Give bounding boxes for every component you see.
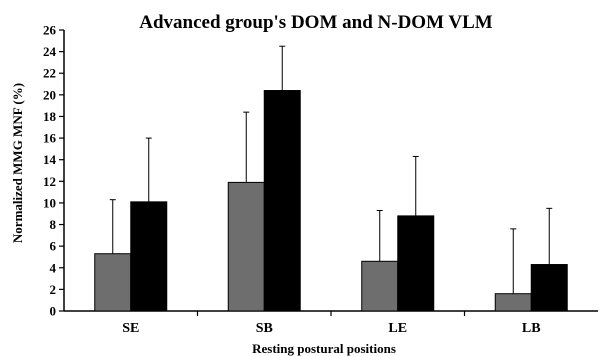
bar <box>397 215 435 312</box>
x-tick-label: LE <box>388 321 407 336</box>
y-tick-label: 6 <box>50 239 57 254</box>
bar <box>530 264 568 312</box>
y-tick-label: 22 <box>43 66 56 81</box>
y-tick-label: 4 <box>50 260 57 275</box>
bar <box>94 253 132 312</box>
y-tick-label: 12 <box>43 174 56 189</box>
y-tick-label: 0 <box>50 304 57 319</box>
y-tick-label: 18 <box>43 109 57 124</box>
y-tick-label: 2 <box>50 282 57 297</box>
bar <box>263 90 301 312</box>
y-tick-label: 8 <box>50 217 57 232</box>
y-tick-label: 14 <box>43 152 57 167</box>
y-tick-label: 20 <box>43 87 56 102</box>
y-tick-label: 24 <box>43 44 57 59</box>
chart-title: Advanced group's DOM and N-DOM VLM <box>139 12 493 33</box>
x-tick-label: SB <box>256 321 273 336</box>
x-tick-label: SE <box>122 321 139 336</box>
bar <box>361 260 399 312</box>
y-axis-label: Normalized MMG MNF (%) <box>10 83 25 243</box>
y-tick-label: 26 <box>43 23 57 38</box>
y-tick-label: 10 <box>43 195 56 210</box>
x-tick-label: LB <box>522 321 541 336</box>
bar <box>494 293 532 312</box>
y-tick-label: 16 <box>43 131 57 146</box>
bar <box>227 181 265 312</box>
x-axis-label: Resting postural positions <box>252 341 396 356</box>
bar <box>130 201 168 312</box>
